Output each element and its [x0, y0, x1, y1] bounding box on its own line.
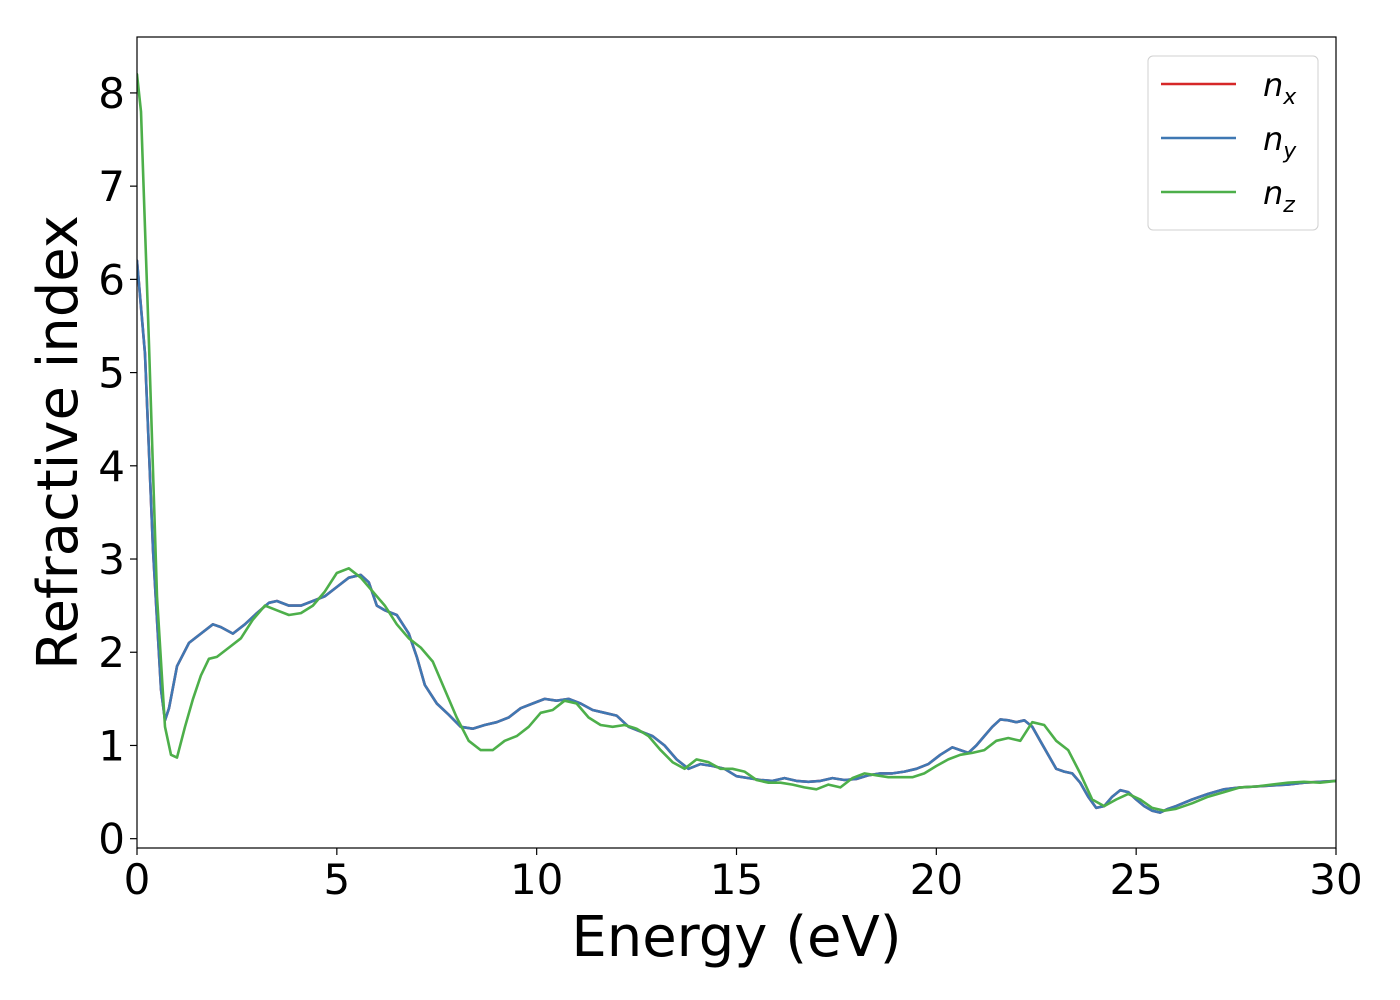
y-tick-label: 7 [98, 162, 125, 211]
y-tick-label: 8 [98, 69, 125, 118]
y-tick-label: 5 [98, 349, 125, 398]
x-tick-label: 25 [1109, 855, 1162, 904]
x-tick-label: 10 [510, 855, 563, 904]
y-axis-label: Refractive index [26, 215, 91, 670]
y-tick-label: 6 [98, 255, 125, 304]
legend-label-nz: nz [1263, 174, 1295, 218]
legend-label-nx: nx [1263, 66, 1297, 110]
x-tick-label: 15 [710, 855, 763, 904]
legend: nx ny nz [1147, 55, 1319, 231]
series-line-nx [137, 259, 1336, 814]
legend-label-ny: ny [1263, 120, 1297, 164]
x-tick-label: 0 [124, 855, 151, 904]
x-tick-label: 20 [910, 855, 963, 904]
y-tick-label: 2 [98, 628, 125, 677]
x-tick-label: 5 [323, 855, 350, 904]
x-axis-label: Energy (eV) [571, 905, 901, 970]
series-line-ny [137, 259, 1336, 814]
y-tick-label: 1 [98, 721, 125, 770]
axes-layer: 0 5 10 15 20 25 30 0 1 2 3 4 5 6 7 8 [98, 36, 1363, 904]
legend-box [1147, 55, 1319, 231]
y-tick-label: 4 [98, 442, 125, 491]
y-tick-label: 3 [98, 535, 125, 584]
series-layer [137, 73, 1336, 814]
series-line-nz [137, 73, 1336, 812]
y-tick-label: 0 [98, 815, 125, 864]
x-tick-label: 30 [1309, 855, 1362, 904]
